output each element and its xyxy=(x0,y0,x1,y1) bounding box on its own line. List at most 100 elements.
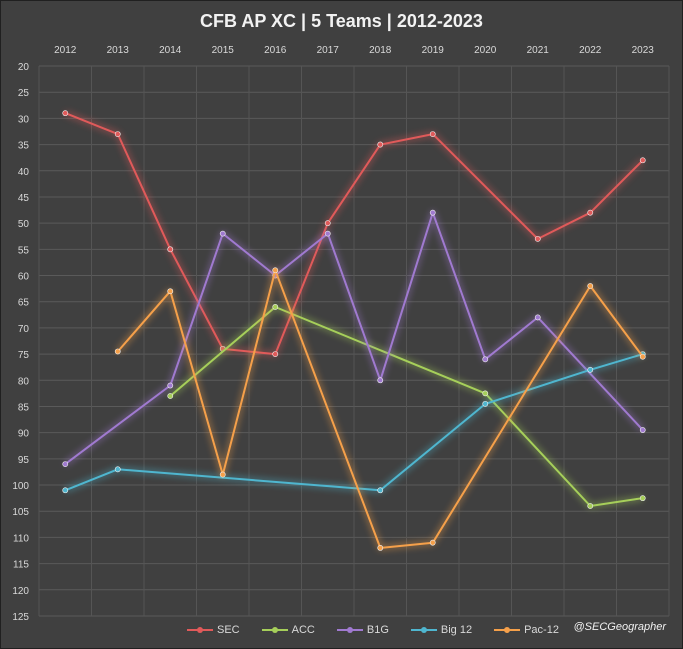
x-tick-label: 2017 xyxy=(317,45,340,56)
legend-marker xyxy=(346,627,353,633)
data-point xyxy=(219,230,226,237)
legend-swatch xyxy=(187,627,213,633)
legend-marker xyxy=(197,627,203,633)
x-tick-label: 2020 xyxy=(474,45,497,56)
legend-marker xyxy=(271,627,278,633)
legend-item: SEC xyxy=(187,624,240,636)
data-point xyxy=(482,400,489,407)
y-tick-label: 105 xyxy=(12,507,29,518)
data-point xyxy=(587,366,594,373)
data-point xyxy=(639,353,646,360)
credit-text: @SECGeographer xyxy=(573,621,667,633)
data-point xyxy=(219,471,226,478)
data-point xyxy=(429,131,436,137)
y-tick-label: 20 xyxy=(18,62,30,73)
y-tick-label: 55 xyxy=(18,245,30,256)
series-b1g xyxy=(62,209,646,467)
y-tick-label: 70 xyxy=(18,324,30,335)
y-tick-label: 50 xyxy=(18,219,30,230)
data-point xyxy=(114,466,121,473)
y-tick-label: 115 xyxy=(13,560,29,571)
data-point xyxy=(324,230,331,237)
y-tick-label: 80 xyxy=(18,376,30,387)
x-tick-label: 2012 xyxy=(54,45,77,56)
data-point xyxy=(324,220,331,227)
legend-swatch xyxy=(494,627,521,633)
x-tick-label: 2019 xyxy=(422,45,445,56)
legend-item: Pac-12 xyxy=(494,624,559,636)
data-point xyxy=(534,314,541,321)
y-tick-label: 95 xyxy=(18,455,30,466)
series-line xyxy=(117,269,644,549)
y-tick-label: 110 xyxy=(13,533,29,544)
data-point xyxy=(639,495,646,502)
legend-swatch xyxy=(261,627,288,633)
data-point xyxy=(377,377,384,384)
y-tick-label: 65 xyxy=(18,298,30,309)
y-tick-label: 25 xyxy=(18,88,30,99)
legend-label: ACC xyxy=(291,624,315,636)
legend: SEC ACC B1G Big 12 Pac-12 xyxy=(187,623,581,637)
legend-swatch xyxy=(336,627,363,633)
x-tick-label: 2015 xyxy=(212,45,235,56)
y-tick-label: 120 xyxy=(12,586,29,597)
y-tick-label: 85 xyxy=(18,402,30,413)
series-pac-12 xyxy=(114,267,646,551)
data-point xyxy=(114,131,121,137)
y-tick-label: 40 xyxy=(18,167,30,178)
y-tick-label: 125 xyxy=(12,612,29,623)
legend-item: ACC xyxy=(261,624,315,636)
data-point xyxy=(62,461,69,467)
y-tick-label: 60 xyxy=(18,272,30,283)
legend-label: B1G xyxy=(366,624,389,636)
data-point xyxy=(167,382,174,389)
x-tick-label: 2022 xyxy=(579,45,602,56)
data-point xyxy=(272,351,279,357)
data-point xyxy=(377,545,384,551)
data-point xyxy=(62,487,69,494)
data-point xyxy=(429,209,436,216)
legend-label: Pac-12 xyxy=(524,624,559,636)
y-tick-label: 30 xyxy=(18,114,30,125)
series-line xyxy=(64,353,644,492)
data-point xyxy=(114,348,121,355)
legend-label: Big 12 xyxy=(440,624,473,636)
data-point xyxy=(377,141,384,148)
series-line xyxy=(64,211,644,465)
y-tick-label: 90 xyxy=(18,429,30,440)
data-point xyxy=(587,503,594,509)
legend-item: Big 12 xyxy=(410,624,473,636)
legend-swatch xyxy=(410,627,437,633)
data-point xyxy=(639,427,646,433)
x-tick-label: 2023 xyxy=(632,45,655,56)
data-point xyxy=(429,539,436,546)
y-tick-label: 45 xyxy=(18,193,30,204)
series-sec xyxy=(62,110,646,357)
y-tick-label: 75 xyxy=(18,350,30,361)
x-tick-label: 2021 xyxy=(527,45,550,56)
data-point xyxy=(587,209,594,216)
data-point xyxy=(167,288,174,295)
series-acc xyxy=(167,304,646,509)
x-tick-label: 2018 xyxy=(369,45,392,56)
data-point xyxy=(587,283,594,289)
legend-label: SEC xyxy=(217,624,240,636)
data-point xyxy=(639,157,646,164)
legend-marker xyxy=(504,627,511,633)
y-tick-label: 35 xyxy=(18,141,30,152)
y-tick-label: 100 xyxy=(12,481,29,492)
legend-item: B1G xyxy=(336,624,389,636)
chart-title: CFB AP XC | 5 Teams | 2012-2023 xyxy=(200,11,483,31)
data-point xyxy=(377,487,384,494)
data-point xyxy=(272,267,279,274)
data-point xyxy=(272,304,279,310)
legend-marker xyxy=(420,627,427,633)
data-point xyxy=(482,356,489,363)
x-tick-label: 2016 xyxy=(264,45,287,56)
data-point xyxy=(167,246,174,253)
x-tick-label: 2013 xyxy=(107,45,130,56)
data-point xyxy=(482,390,489,397)
x-tick-label: 2014 xyxy=(159,45,182,56)
